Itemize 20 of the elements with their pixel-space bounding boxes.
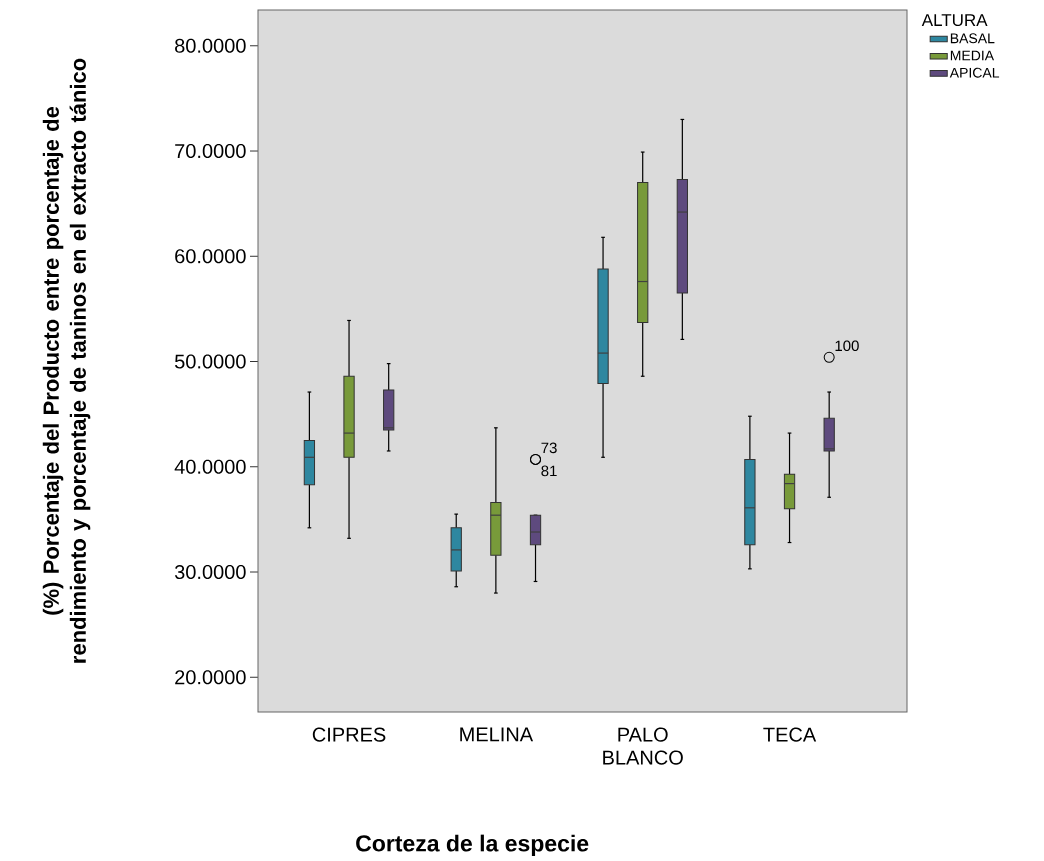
legend-label: MEDIA — [950, 50, 995, 61]
legend-title: ALTURA — [921, 14, 988, 27]
annotation: 73 — [541, 442, 557, 454]
y-tick-label: 70.0000 — [175, 143, 246, 159]
x-tick-label: CIPRES — [312, 727, 386, 742]
legend-label: APICAL — [949, 67, 1000, 78]
x-tick-label: PALO BLANCO — [603, 727, 683, 765]
y-tick-label: 50.0000 — [174, 354, 246, 369]
legend-label: BASAL — [950, 33, 995, 44]
y-tick-label: 30.0000 — [174, 564, 246, 580]
x-tick-label: TECA — [763, 727, 817, 742]
x-tick-label: MELINA — [460, 727, 534, 742]
x-axis-title: Corteza de la especie — [356, 834, 589, 857]
y-tick-label: 40.0000 — [174, 459, 246, 474]
y-tick-label: 20.0000 — [175, 670, 246, 685]
y-tick-label: 60.0000 — [175, 249, 246, 264]
y-axis-title: (%) Porcentaje del Producto entre porcentaje de rendimiento y porcentaje de taninos en el extracto tánico — [42, 58, 91, 663]
y-tick-label: 80.0000 — [175, 38, 246, 53]
annotation: 81 — [541, 465, 557, 477]
annotation: 100 — [835, 340, 859, 352]
